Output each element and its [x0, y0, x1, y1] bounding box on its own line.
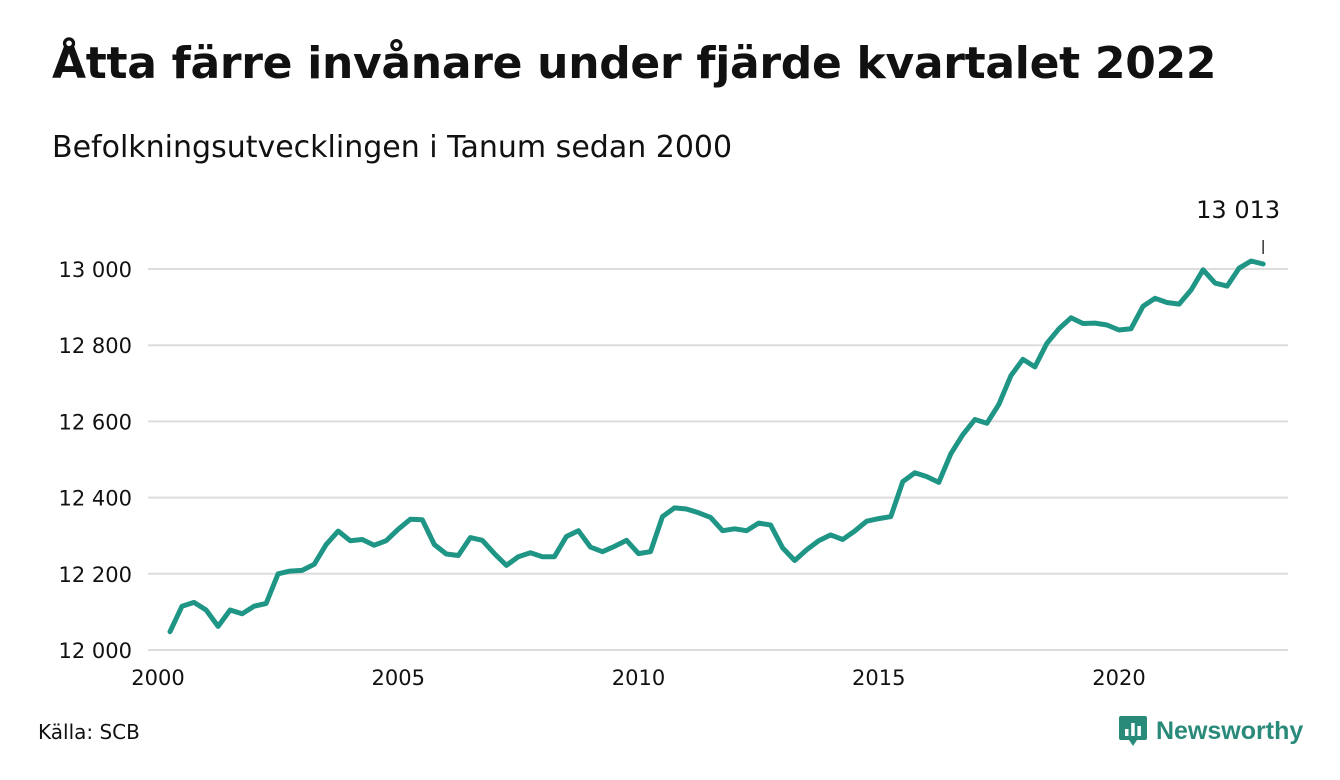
- x-tick-label: 2005: [372, 666, 425, 690]
- source-note: Källa: SCB: [38, 720, 140, 744]
- chart-bubble-icon: [1119, 716, 1147, 746]
- x-tick-label: 2010: [612, 666, 665, 690]
- x-tick-label: 2015: [852, 666, 905, 690]
- chart-subtitle: Befolkningsutvecklingen i Tanum sedan 20…: [52, 130, 733, 165]
- last-value-annotation: 13 013: [1196, 196, 1280, 224]
- y-tick-label: 12 800: [59, 334, 132, 358]
- y-tick-label: 12 200: [59, 563, 132, 587]
- brand-name: Newsworthy: [1156, 716, 1304, 745]
- y-tick-label: 12 400: [59, 487, 132, 511]
- population-series-line: [167, 258, 1266, 635]
- y-tick-label: 13 000: [59, 258, 132, 282]
- x-tick-label: 2000: [131, 666, 184, 690]
- chart-title: Åtta färre invånare under fjärde kvartal…: [52, 38, 1217, 89]
- y-tick-label: 12 000: [59, 639, 132, 663]
- x-tick-label: 2020: [1092, 666, 1145, 690]
- y-tick-label: 12 600: [59, 410, 132, 434]
- brand-logo: Newsworthy: [1118, 714, 1303, 748]
